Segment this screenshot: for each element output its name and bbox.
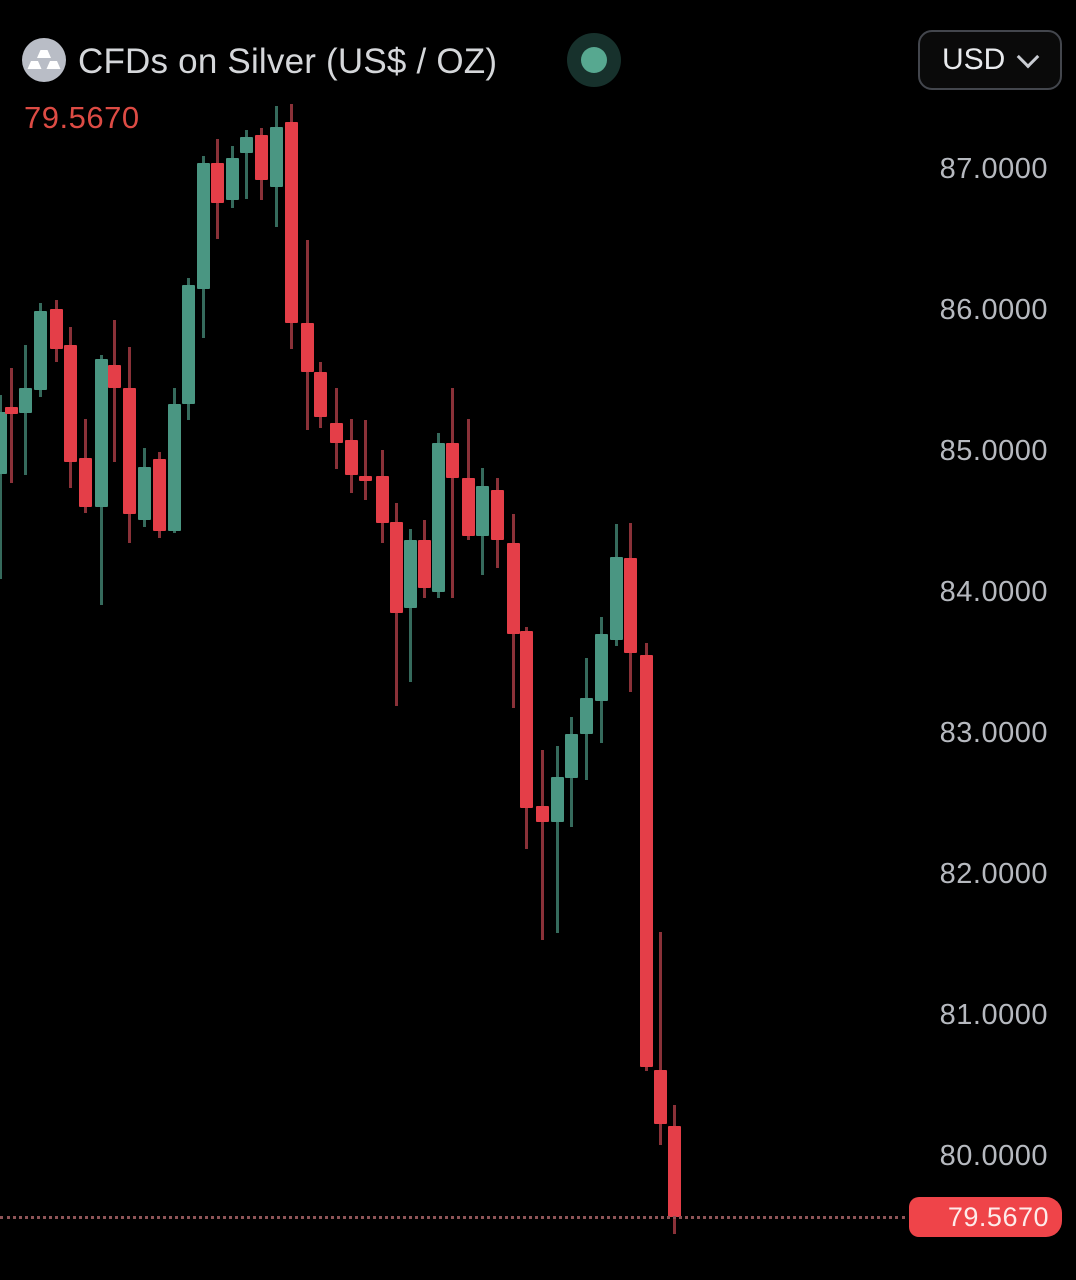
candle-body [18,387,32,413]
candle-body [33,311,47,391]
candle-body [653,1069,667,1124]
header-last-price: 79.5670 [24,100,140,135]
last-price-line [0,1216,905,1220]
candle-wick [244,129,248,199]
candle-body [609,556,623,640]
candle-body [167,404,181,532]
candle-body [225,157,239,201]
y-axis-tick: 87.0000 [939,153,1048,185]
candle-wick [9,367,13,484]
chart-title: CFDs on Silver (US$ / OZ) [78,42,498,81]
silver-ingots-icon [22,38,66,82]
candle-body [210,163,224,203]
candle-body [550,776,564,822]
candle-body [196,163,210,289]
last-price-tag: 79.5670 [909,1197,1062,1238]
market-open-dot [567,33,621,87]
candle-body [329,422,343,443]
candle-body [181,284,195,405]
y-axis-tick: 83.0000 [939,717,1048,749]
candle-body [4,407,18,415]
market-open-dot-inner [581,47,607,73]
y-axis-tick: 80.0000 [939,1140,1048,1172]
candle-body [445,442,459,478]
candle-wick [555,745,559,934]
y-axis-tick: 82.0000 [939,858,1048,890]
candle-body [122,387,136,515]
candle-body [358,476,372,481]
candle-body [667,1126,681,1218]
y-axis[interactable]: 87.0000 86.0000 85.0000 84.0000 83.0000 82.00… [906,0,1076,1280]
candle-body [579,697,593,735]
candle-body [94,359,108,508]
candle-body [137,466,151,521]
candle-body [535,806,549,822]
candle-body [344,439,358,475]
candle-body [375,476,389,523]
candle-body [152,459,166,532]
candle-body [107,364,121,388]
candle-body [300,322,314,373]
candle-wick [0,394,2,580]
candle-wick [112,319,116,463]
candle-body [239,136,253,154]
candle-wick [658,931,662,1145]
candle-wick [540,749,544,941]
candle-wick [363,419,367,501]
y-axis-tick: 81.0000 [939,999,1048,1031]
candle-body [475,486,489,536]
candle-body [490,490,504,540]
candle-body [417,539,431,588]
candle-body [254,135,268,181]
candle-body [403,539,417,608]
candle-body [0,411,7,474]
candle-body [389,521,403,614]
candle-body [269,126,283,188]
last-price-tag-label: 79.5670 [947,1201,1049,1232]
candle-wick [450,387,454,598]
y-axis-tick: 85.0000 [939,435,1048,467]
candle-body [431,442,445,592]
candle-body [78,458,92,508]
currency-select-value: USD [942,43,1006,76]
candle-body [313,372,327,418]
candle-body [49,308,63,350]
currency-select[interactable]: USD [918,30,1062,90]
candle-body [461,477,475,536]
y-axis-tick: 86.0000 [939,294,1048,326]
candle-body [63,345,77,463]
candle-body [506,542,520,635]
candle-body [623,558,637,653]
y-axis-tick: 84.0000 [939,576,1048,608]
chevron-down-icon [1016,45,1040,69]
candle-body [284,122,298,323]
candle-body [594,634,608,701]
candle-body [564,734,578,779]
candle-body [519,631,533,808]
candle-body [639,655,653,1068]
